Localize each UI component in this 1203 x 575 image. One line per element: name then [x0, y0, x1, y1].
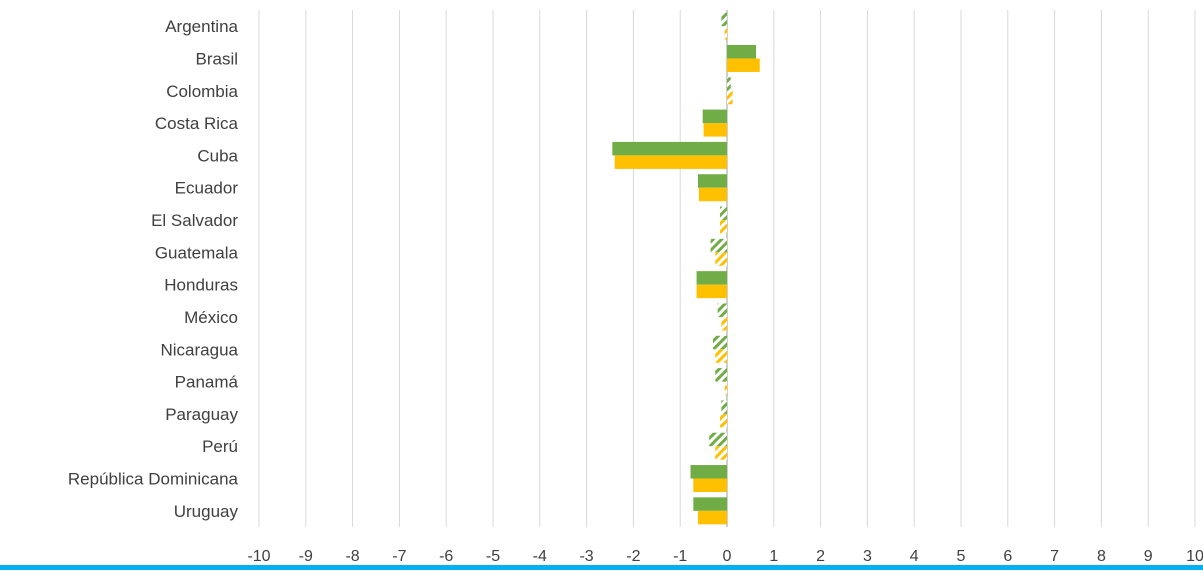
bar-series-2 — [703, 123, 727, 137]
bottom-accent-bar — [0, 565, 1203, 570]
bar-series-1 — [712, 335, 727, 350]
x-tick-label: 0 — [723, 548, 732, 565]
category-label: Costa Rica — [155, 114, 239, 133]
category-label: Honduras — [164, 276, 238, 295]
category-label: Uruguay — [174, 502, 239, 521]
x-tick-label: -7 — [392, 548, 406, 565]
bar-series-2 — [724, 381, 727, 396]
bar-series-2 — [719, 220, 727, 234]
x-tick-label: -1 — [673, 548, 687, 565]
category-label: Perú — [202, 437, 238, 456]
bar-series-1 — [727, 77, 731, 91]
bar-series-2 — [721, 316, 727, 331]
bar-series-1 — [715, 368, 727, 382]
category-label: Guatemala — [155, 243, 239, 262]
bar-series-2 — [614, 155, 727, 169]
bars — [612, 12, 760, 525]
bar-series-1 — [690, 465, 727, 479]
x-tick-label: -4 — [533, 548, 547, 565]
category-label: El Salvador — [151, 211, 238, 230]
x-tick-label: 10 — [1186, 548, 1203, 565]
x-tick-label: 4 — [910, 548, 919, 565]
bar-series-1 — [693, 497, 727, 511]
bar-series-2 — [715, 252, 727, 266]
x-tick-label: -9 — [299, 548, 313, 565]
bar-series-2 — [727, 58, 760, 72]
bar-series-1 — [709, 432, 727, 447]
bar-series-1 — [612, 141, 727, 156]
x-tick-label: -2 — [626, 548, 640, 565]
bar-series-2 — [715, 349, 727, 363]
category-label: Nicaragua — [161, 340, 239, 359]
category-label: Colombia — [166, 82, 238, 101]
bar-series-2 — [696, 284, 727, 299]
x-tick-label: 6 — [1003, 548, 1012, 565]
x-tick-label: -10 — [247, 548, 270, 565]
x-tick-labels: -10 -9 -8 -7 -6 -5 -4 -3 -2 -1 0 1 2 3 4 5 6 7 8 9 10 — [247, 548, 1203, 565]
category-label: Argentina — [165, 17, 238, 36]
category-label: Brasil — [195, 49, 238, 68]
bar-series-1 — [719, 206, 727, 221]
bar-series-1 — [721, 12, 727, 27]
bar-series-1 — [697, 174, 727, 188]
bar-series-2 — [727, 90, 733, 105]
x-tick-label: -6 — [439, 548, 453, 565]
x-tick-label: 7 — [1050, 548, 1059, 565]
x-tick-label: -5 — [486, 548, 500, 565]
x-tick-label: 9 — [1144, 548, 1153, 565]
x-tick-label: -3 — [579, 548, 593, 565]
x-tick-label: 8 — [1097, 548, 1106, 565]
category-label: Ecuador — [175, 179, 239, 198]
bar-series-2 — [698, 187, 727, 202]
category-label: Cuba — [197, 146, 238, 165]
bar-series-2 — [693, 478, 727, 493]
bar-series-1 — [721, 400, 727, 414]
bar-series-2 — [724, 26, 727, 40]
bar-series-2 — [697, 510, 727, 525]
x-tick-label: 2 — [816, 548, 825, 565]
x-tick-label: 1 — [769, 548, 778, 565]
category-label: República Dominicana — [68, 470, 239, 489]
bar-series-1 — [710, 238, 727, 253]
x-tick-label: 5 — [957, 548, 966, 565]
category-label: Paraguay — [165, 405, 238, 424]
category-label: México — [184, 308, 238, 327]
category-labels: Argentina Brasil Colombia Costa Rica Cuba Ecu… — [68, 17, 239, 521]
bar-series-1 — [696, 271, 727, 285]
x-tick-label: -8 — [345, 548, 359, 565]
x-tick-label: 3 — [863, 548, 872, 565]
bar-series-1 — [727, 44, 757, 59]
bar-series-1 — [717, 303, 727, 317]
bar-series-2 — [715, 446, 727, 460]
bar-series-1 — [702, 109, 727, 124]
bar-series-2 — [719, 413, 727, 428]
category-label: Panamá — [175, 373, 239, 392]
